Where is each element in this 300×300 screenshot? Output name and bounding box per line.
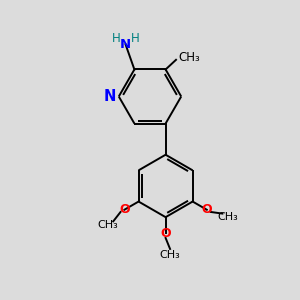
Text: H: H [112,32,120,45]
Text: CH₃: CH₃ [160,250,180,260]
Text: H: H [130,32,140,45]
Text: O: O [202,203,212,216]
Text: N: N [120,38,131,51]
Text: O: O [119,203,130,216]
Text: CH₃: CH₃ [97,220,118,230]
Text: CH₃: CH₃ [178,51,200,64]
Text: CH₃: CH₃ [218,212,238,222]
Text: O: O [160,227,171,240]
Text: N: N [103,89,116,104]
